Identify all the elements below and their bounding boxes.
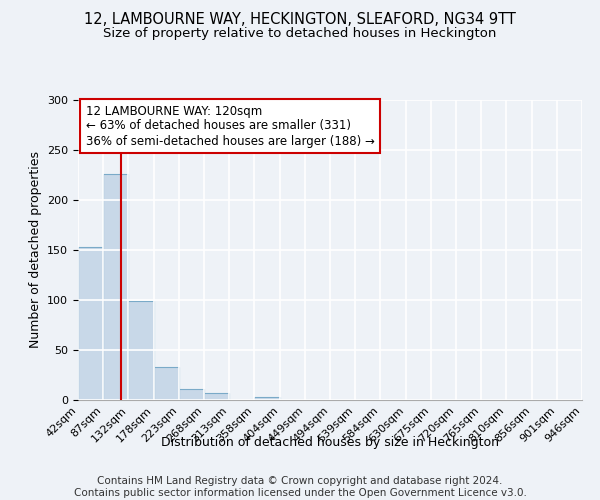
Bar xyxy=(254,397,280,400)
Bar xyxy=(179,389,204,400)
Bar xyxy=(78,247,103,400)
Bar xyxy=(204,393,229,400)
Text: 12, LAMBOURNE WAY, HECKINGTON, SLEAFORD, NG34 9TT: 12, LAMBOURNE WAY, HECKINGTON, SLEAFORD,… xyxy=(84,12,516,28)
Y-axis label: Number of detached properties: Number of detached properties xyxy=(29,152,41,348)
Text: Distribution of detached houses by size in Heckington: Distribution of detached houses by size … xyxy=(161,436,499,449)
Bar xyxy=(154,367,179,400)
Text: Size of property relative to detached houses in Heckington: Size of property relative to detached ho… xyxy=(103,28,497,40)
Bar xyxy=(128,301,154,400)
Text: Contains HM Land Registry data © Crown copyright and database right 2024.
Contai: Contains HM Land Registry data © Crown c… xyxy=(74,476,526,498)
Bar xyxy=(103,174,128,400)
Text: 12 LAMBOURNE WAY: 120sqm
← 63% of detached houses are smaller (331)
36% of semi-: 12 LAMBOURNE WAY: 120sqm ← 63% of detach… xyxy=(86,104,374,148)
